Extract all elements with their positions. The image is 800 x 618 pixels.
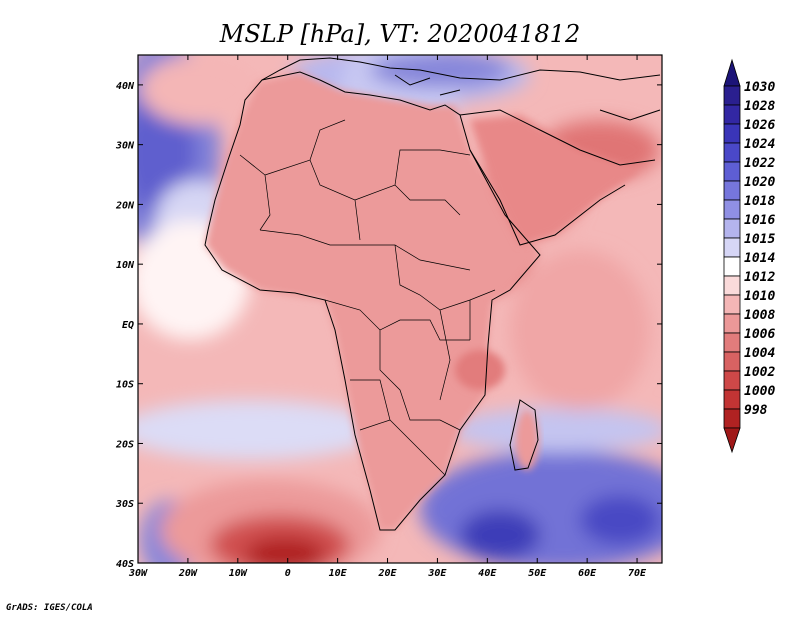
colorbar-swatch (723, 256, 741, 277)
y-tick-label: 30N (115, 141, 135, 152)
colorbar-swatch (723, 332, 741, 353)
colorbar-swatch (723, 389, 741, 410)
colorbar-swatch (723, 123, 741, 144)
colorbar-label: 1028 (744, 99, 775, 114)
country-borders (239, 119, 496, 476)
y-axis: 40N 30N 20N 10N EQ 10S 20S 30S 40S (115, 81, 662, 570)
x-tick-label: 30E (427, 568, 447, 579)
colorbar-label: 1022 (744, 156, 775, 171)
colorbar-label: 1030 (744, 80, 775, 95)
colorbar-swatch (723, 104, 741, 125)
x-tick-label: 60E (578, 568, 597, 579)
y-tick-label: 40S (116, 559, 134, 570)
y-tick-label: 10S (116, 380, 134, 391)
colorbar-low-arrow (723, 427, 741, 454)
colorbar-label: 1014 (744, 251, 775, 266)
x-tick-label: 70E (628, 568, 647, 579)
colorbar-swatch (723, 142, 741, 163)
map-title: MSLP [hPa], VT: 2020041812 (219, 20, 580, 48)
y-tick-label: 30S (115, 499, 134, 510)
colorbar-high-arrow (723, 58, 741, 87)
y-tick-label: 20S (115, 439, 134, 450)
plot-frame (137, 54, 663, 564)
colorbar-swatch (723, 199, 741, 220)
x-tick-label: 40E (478, 568, 497, 579)
colorbar-label: 1006 (744, 327, 775, 342)
x-tick-label: 10W (229, 568, 248, 579)
x-tick-label: 20E (377, 568, 397, 579)
colorbar-swatch (723, 408, 741, 429)
y-tick-label: 40N (116, 81, 135, 92)
x-axis: 30W 20W 10W 0 10E 20E 30E 40E 50E 60E 70E (128, 55, 647, 579)
colorbar-swatch (723, 237, 741, 258)
colorbar-label: 1024 (744, 137, 775, 152)
colorbar-swatch (723, 275, 741, 296)
x-tick-label: 0 (285, 568, 291, 579)
x-tick-label: 10E (329, 568, 348, 579)
colorbar-swatch (723, 161, 741, 182)
colorbar-label: 1015 (744, 232, 775, 247)
colorbar-label: 1016 (744, 213, 775, 228)
credit-text: GrADS: IGES/COLA (6, 603, 93, 613)
x-tick-label: 30W (128, 568, 148, 579)
colorbar-label: 1000 (744, 384, 775, 399)
colorbar-swatch (723, 370, 741, 391)
coastlines (204, 57, 661, 531)
colorbar-label: 1026 (744, 118, 775, 133)
colorbar-label: 998 (744, 403, 768, 418)
y-tick-label: 10N (116, 260, 135, 271)
colorbar-swatch (723, 180, 741, 201)
colorbar: 1030 1028 1026 1024 1022 1020 1018 1016 1015 1014… (723, 58, 775, 454)
colorbar-label: 1002 (744, 365, 775, 380)
colorbar-swatch (723, 351, 741, 372)
colorbar-label: 1020 (744, 175, 775, 190)
pressure-field (138, 55, 662, 563)
colorbar-label: 1018 (744, 194, 775, 209)
colorbar-swatch (723, 85, 741, 106)
x-tick-label: 20W (178, 568, 198, 579)
y-tick-label: 20N (115, 200, 135, 211)
colorbar-label: 1010 (744, 289, 775, 304)
colorbar-swatch (723, 218, 741, 239)
colorbar-swatch (723, 294, 741, 315)
colorbar-label: 1012 (744, 270, 775, 285)
colorbar-label: 1008 (744, 308, 775, 323)
colorbar-label: 1004 (744, 346, 775, 361)
x-tick-label: 50E (528, 568, 547, 579)
colorbar-swatch (723, 313, 741, 334)
y-tick-label: EQ (122, 320, 134, 331)
